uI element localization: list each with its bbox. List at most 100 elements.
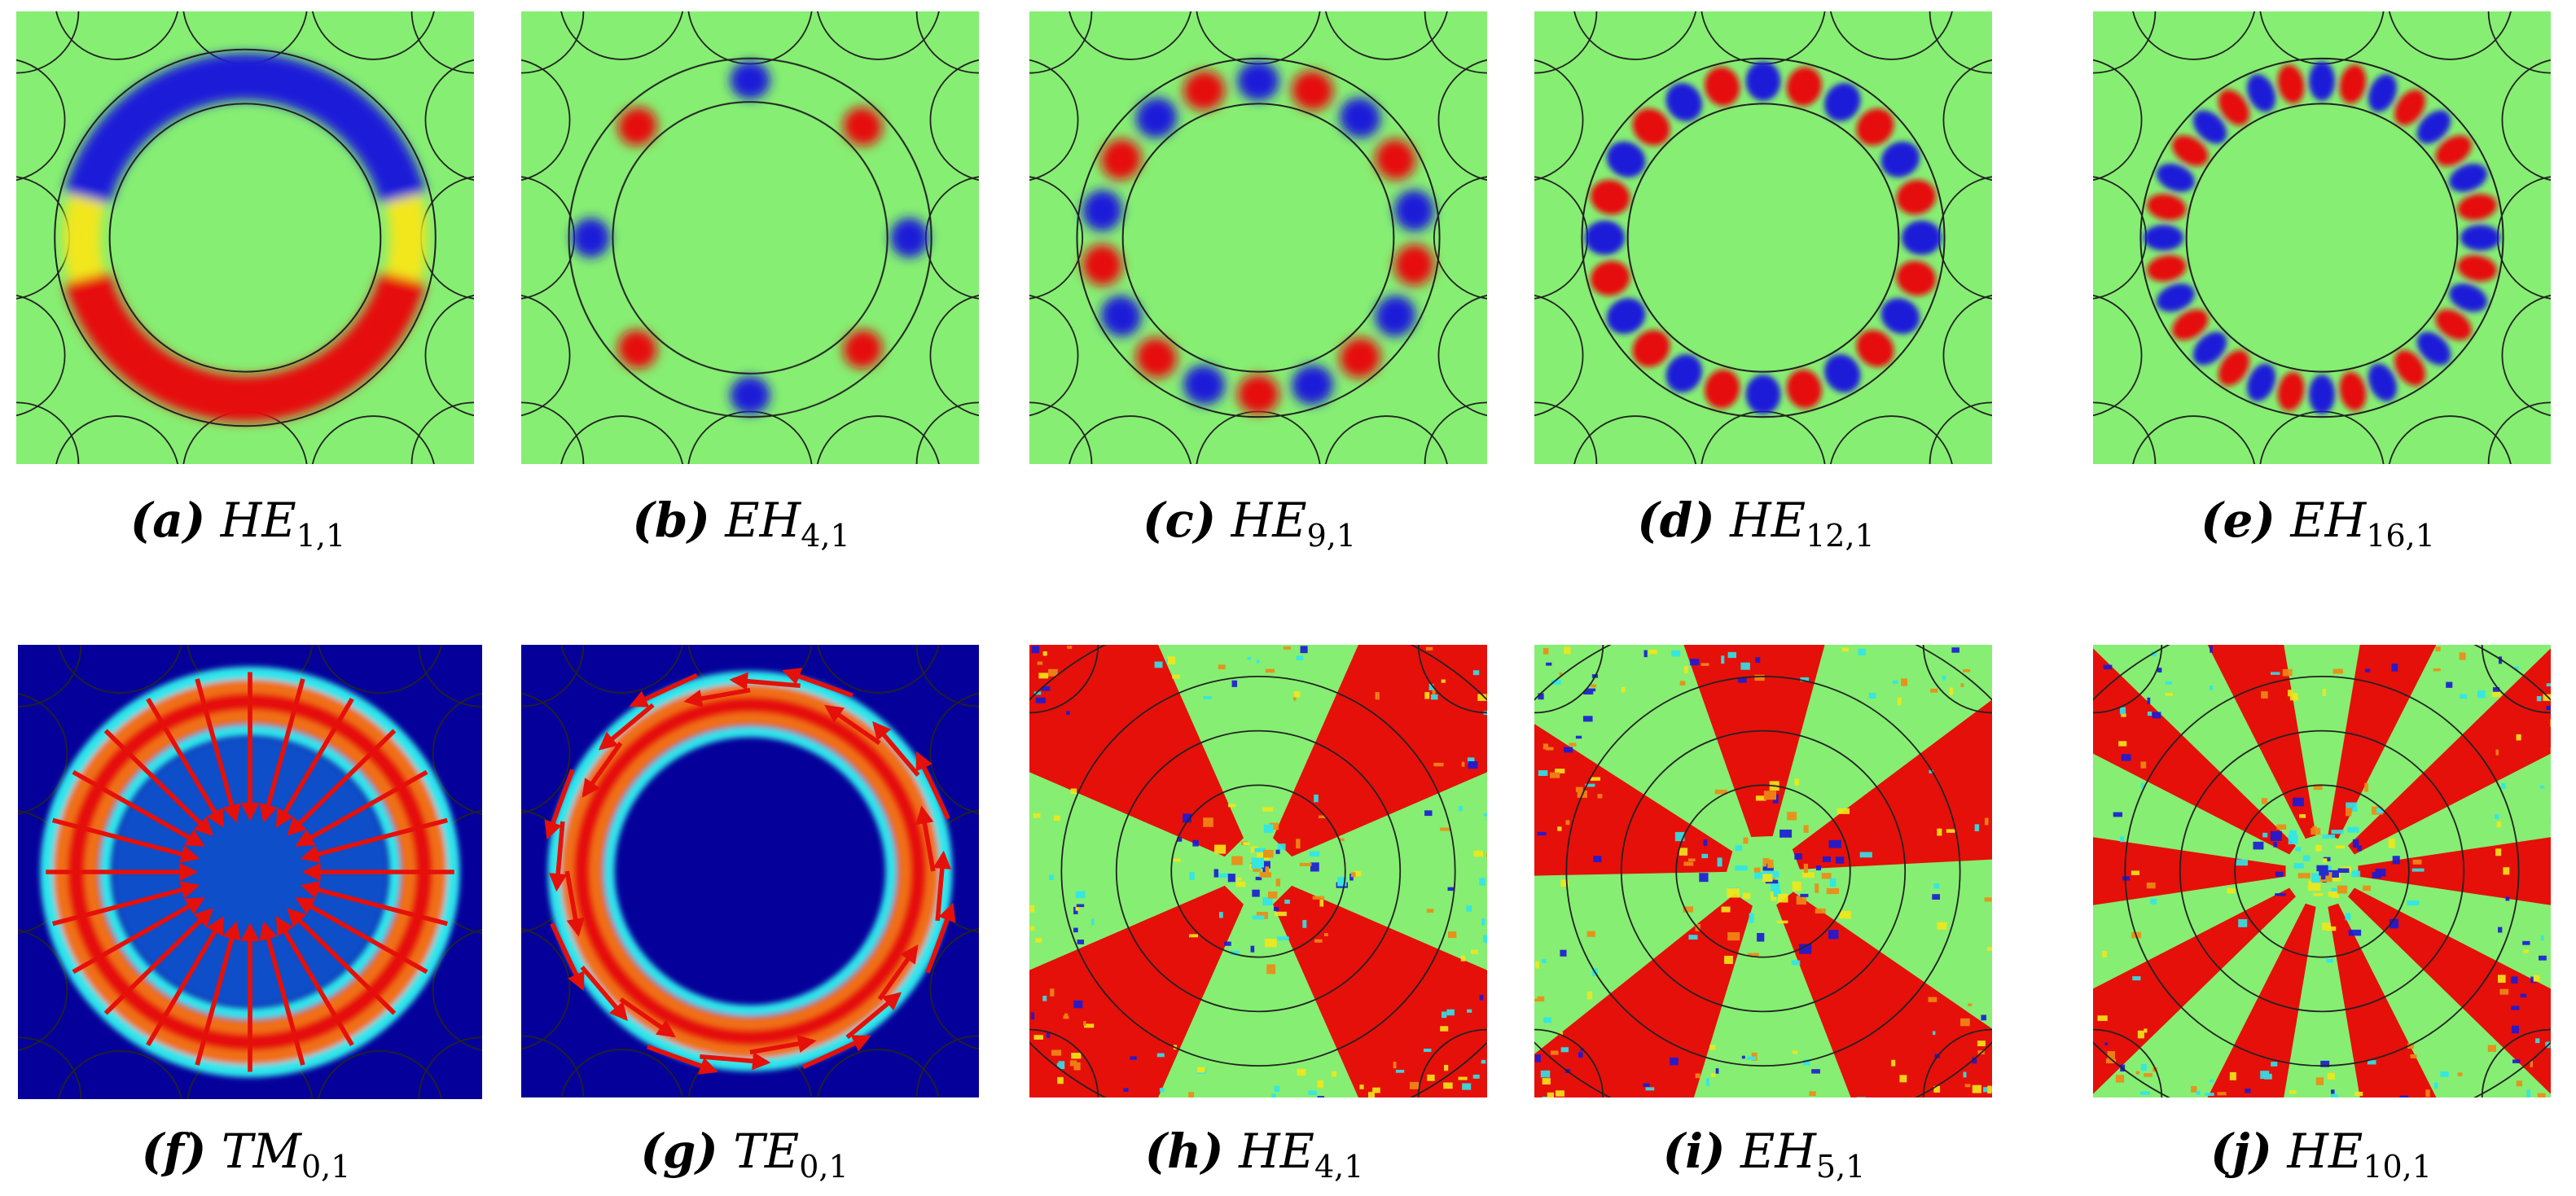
cladding-hole (18, 692, 68, 815)
noise-speck (2191, 1085, 2197, 1093)
field-plot (2093, 11, 2551, 464)
noise-speck (1440, 827, 1450, 831)
field-lobe (2277, 64, 2305, 104)
noise-speck (1792, 881, 1801, 892)
noise-speck (1701, 663, 1709, 666)
noise-speck (1230, 950, 1240, 956)
noise-speck (1974, 824, 1980, 831)
cladding-hole (2388, 415, 2512, 464)
noise-speck (1029, 926, 1035, 931)
noise-speck (2165, 693, 2174, 696)
noise-speck (1458, 805, 1463, 812)
field-lobe (2394, 90, 2426, 125)
noise-speck (1714, 789, 1727, 795)
noise-speck (1251, 865, 1262, 870)
field-lobe (64, 193, 105, 283)
panel-a-image (16, 11, 474, 464)
noise-speck (1575, 786, 1583, 792)
field-lobe (2308, 375, 2336, 414)
noise-speck (1721, 906, 1731, 913)
noise-speck (2497, 975, 2506, 984)
noise-speck (1621, 686, 1626, 693)
field-lobe (1902, 220, 1942, 256)
field-ring (547, 671, 953, 1071)
noise-speck (2119, 836, 2125, 843)
noise-speck (1479, 995, 1484, 1001)
noise-speck (2217, 1092, 2227, 1096)
noise-speck (1724, 955, 1733, 964)
noise-speck (1203, 695, 1212, 699)
noise-speck (2530, 976, 2537, 984)
field-petal (2348, 887, 2551, 1094)
field-ring (603, 726, 897, 1016)
noise-speck (1481, 918, 1485, 926)
noise-speck (1264, 938, 1277, 948)
field-arrow (72, 897, 205, 975)
field-petal (2328, 645, 2437, 839)
cladding-hole (1069, 11, 1192, 60)
field-lobe (730, 376, 770, 414)
panel-h-image (1029, 645, 1487, 1097)
noise-speck (1048, 668, 1058, 677)
field-noise (1534, 646, 1992, 1097)
field-lobe (890, 217, 929, 258)
noise-speck (1265, 866, 1270, 874)
noise-speck (2533, 975, 2540, 982)
noise-speck (1262, 807, 1274, 812)
noise-speck (1738, 677, 1747, 683)
noise-speck (2399, 1095, 2409, 1097)
noise-speck (1091, 918, 1095, 926)
field-arrow (195, 678, 241, 823)
noise-speck (1727, 651, 1736, 659)
noise-speck (1196, 1067, 1205, 1073)
noise-speck (1815, 908, 1826, 914)
field-lobe (2277, 371, 2305, 411)
field-arrow (925, 902, 956, 974)
noise-speck (1868, 693, 1876, 699)
noise-speck (2210, 1080, 2214, 1083)
noise-speck (1070, 788, 1077, 795)
field-lobe (1632, 330, 1670, 367)
cladding-hole (1324, 11, 1448, 60)
noise-speck (2245, 1089, 2251, 1093)
structure-circle (1565, 676, 1961, 1067)
field-lobe (2368, 74, 2397, 112)
field-noise (1029, 646, 1487, 1097)
field-lobe (1082, 244, 1122, 286)
noise-speck (1477, 694, 1487, 701)
noise-speck (2364, 668, 2371, 672)
noise-speck (1029, 905, 1035, 913)
cladding-hole (929, 59, 979, 182)
field-plot (1534, 645, 1992, 1097)
noise-speck (1283, 646, 1291, 650)
cladding-hole (521, 692, 571, 815)
noise-speck (1800, 893, 1809, 897)
noise-speck (1395, 1069, 1405, 1073)
cladding-hole (1029, 176, 1084, 300)
noise-speck (2328, 870, 2339, 878)
panel-j-image (2093, 645, 2551, 1097)
noise-speck (1443, 1082, 1453, 1089)
noise-speck (1560, 1047, 1569, 1053)
noise-speck (1075, 905, 1080, 911)
noise-speck (1192, 839, 1199, 847)
field-arrow (295, 897, 428, 975)
noise-speck (1701, 853, 1709, 859)
noise-speck (1809, 1091, 1816, 1097)
noise-speck (1213, 869, 1219, 878)
noise-speck (1318, 815, 1327, 819)
noise-speck (1033, 691, 1042, 695)
noise-speck (1815, 865, 1822, 871)
noise-speck (2516, 734, 2521, 741)
noise-speck (1858, 648, 1866, 655)
field-arrow (72, 769, 205, 847)
field-petal (2328, 903, 2437, 1097)
core-boundary (2185, 103, 2459, 373)
noise-speck (1183, 813, 1191, 823)
core-boundary (1626, 103, 1900, 373)
cladding-hole (1573, 415, 1697, 464)
noise-speck (1275, 911, 1287, 917)
noise-speck (2315, 844, 2322, 852)
field-petal (2093, 887, 2296, 1094)
structure-circle (1620, 729, 1907, 1013)
